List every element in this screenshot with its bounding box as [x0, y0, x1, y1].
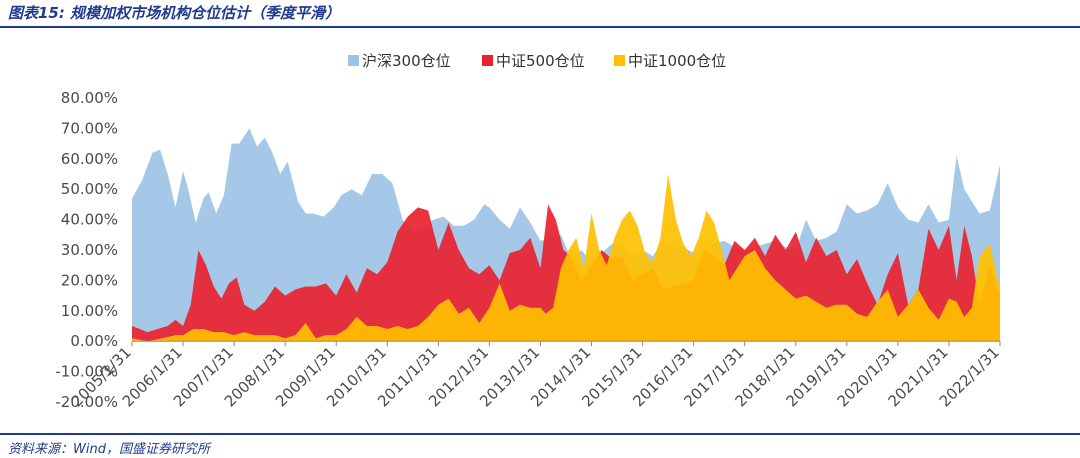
y-tick-label: 80.00%	[61, 89, 118, 107]
legend-swatch	[482, 55, 493, 66]
y-tick-label: 50.00%	[61, 180, 118, 198]
chart-legend: 沪深300仓位 中证500仓位 中证1000仓位	[348, 52, 726, 70]
figure-title: 图表15: 规模加权市场机构仓位估计（季度平滑）	[8, 4, 341, 22]
x-axis: 2005/1/312006/1/312007/1/312008/1/312009…	[68, 340, 1003, 410]
plot-area	[132, 128, 1000, 342]
y-tick-label: 20.00%	[61, 271, 118, 289]
y-tick-label: 40.00%	[61, 211, 118, 229]
legend-label: 中证1000仓位	[628, 52, 726, 70]
y-tick-label: -20.00%	[55, 393, 118, 411]
bottom-divider	[0, 433, 1080, 435]
legend-label: 沪深300仓位	[362, 52, 451, 70]
series-zz1000-area	[132, 174, 1000, 342]
top-divider	[0, 26, 1080, 28]
y-tick-label: 10.00%	[61, 302, 118, 320]
legend-swatch	[348, 55, 359, 66]
legend-label: 中证500仓位	[496, 52, 585, 70]
y-tick-label: 70.00%	[61, 119, 118, 137]
legend-swatch	[614, 55, 625, 66]
y-tick-label: 30.00%	[61, 241, 118, 259]
y-axis: 80.00% 70.00% 60.00% 50.00% 40.00% 30.00% 20.0…	[55, 89, 118, 411]
y-tick-label: -10.00%	[55, 363, 118, 381]
source-note: 资料来源：Wind，国盛证券研究所	[8, 442, 210, 457]
y-tick-label: 60.00%	[61, 150, 118, 168]
y-tick-label: 0.00%	[70, 332, 118, 350]
